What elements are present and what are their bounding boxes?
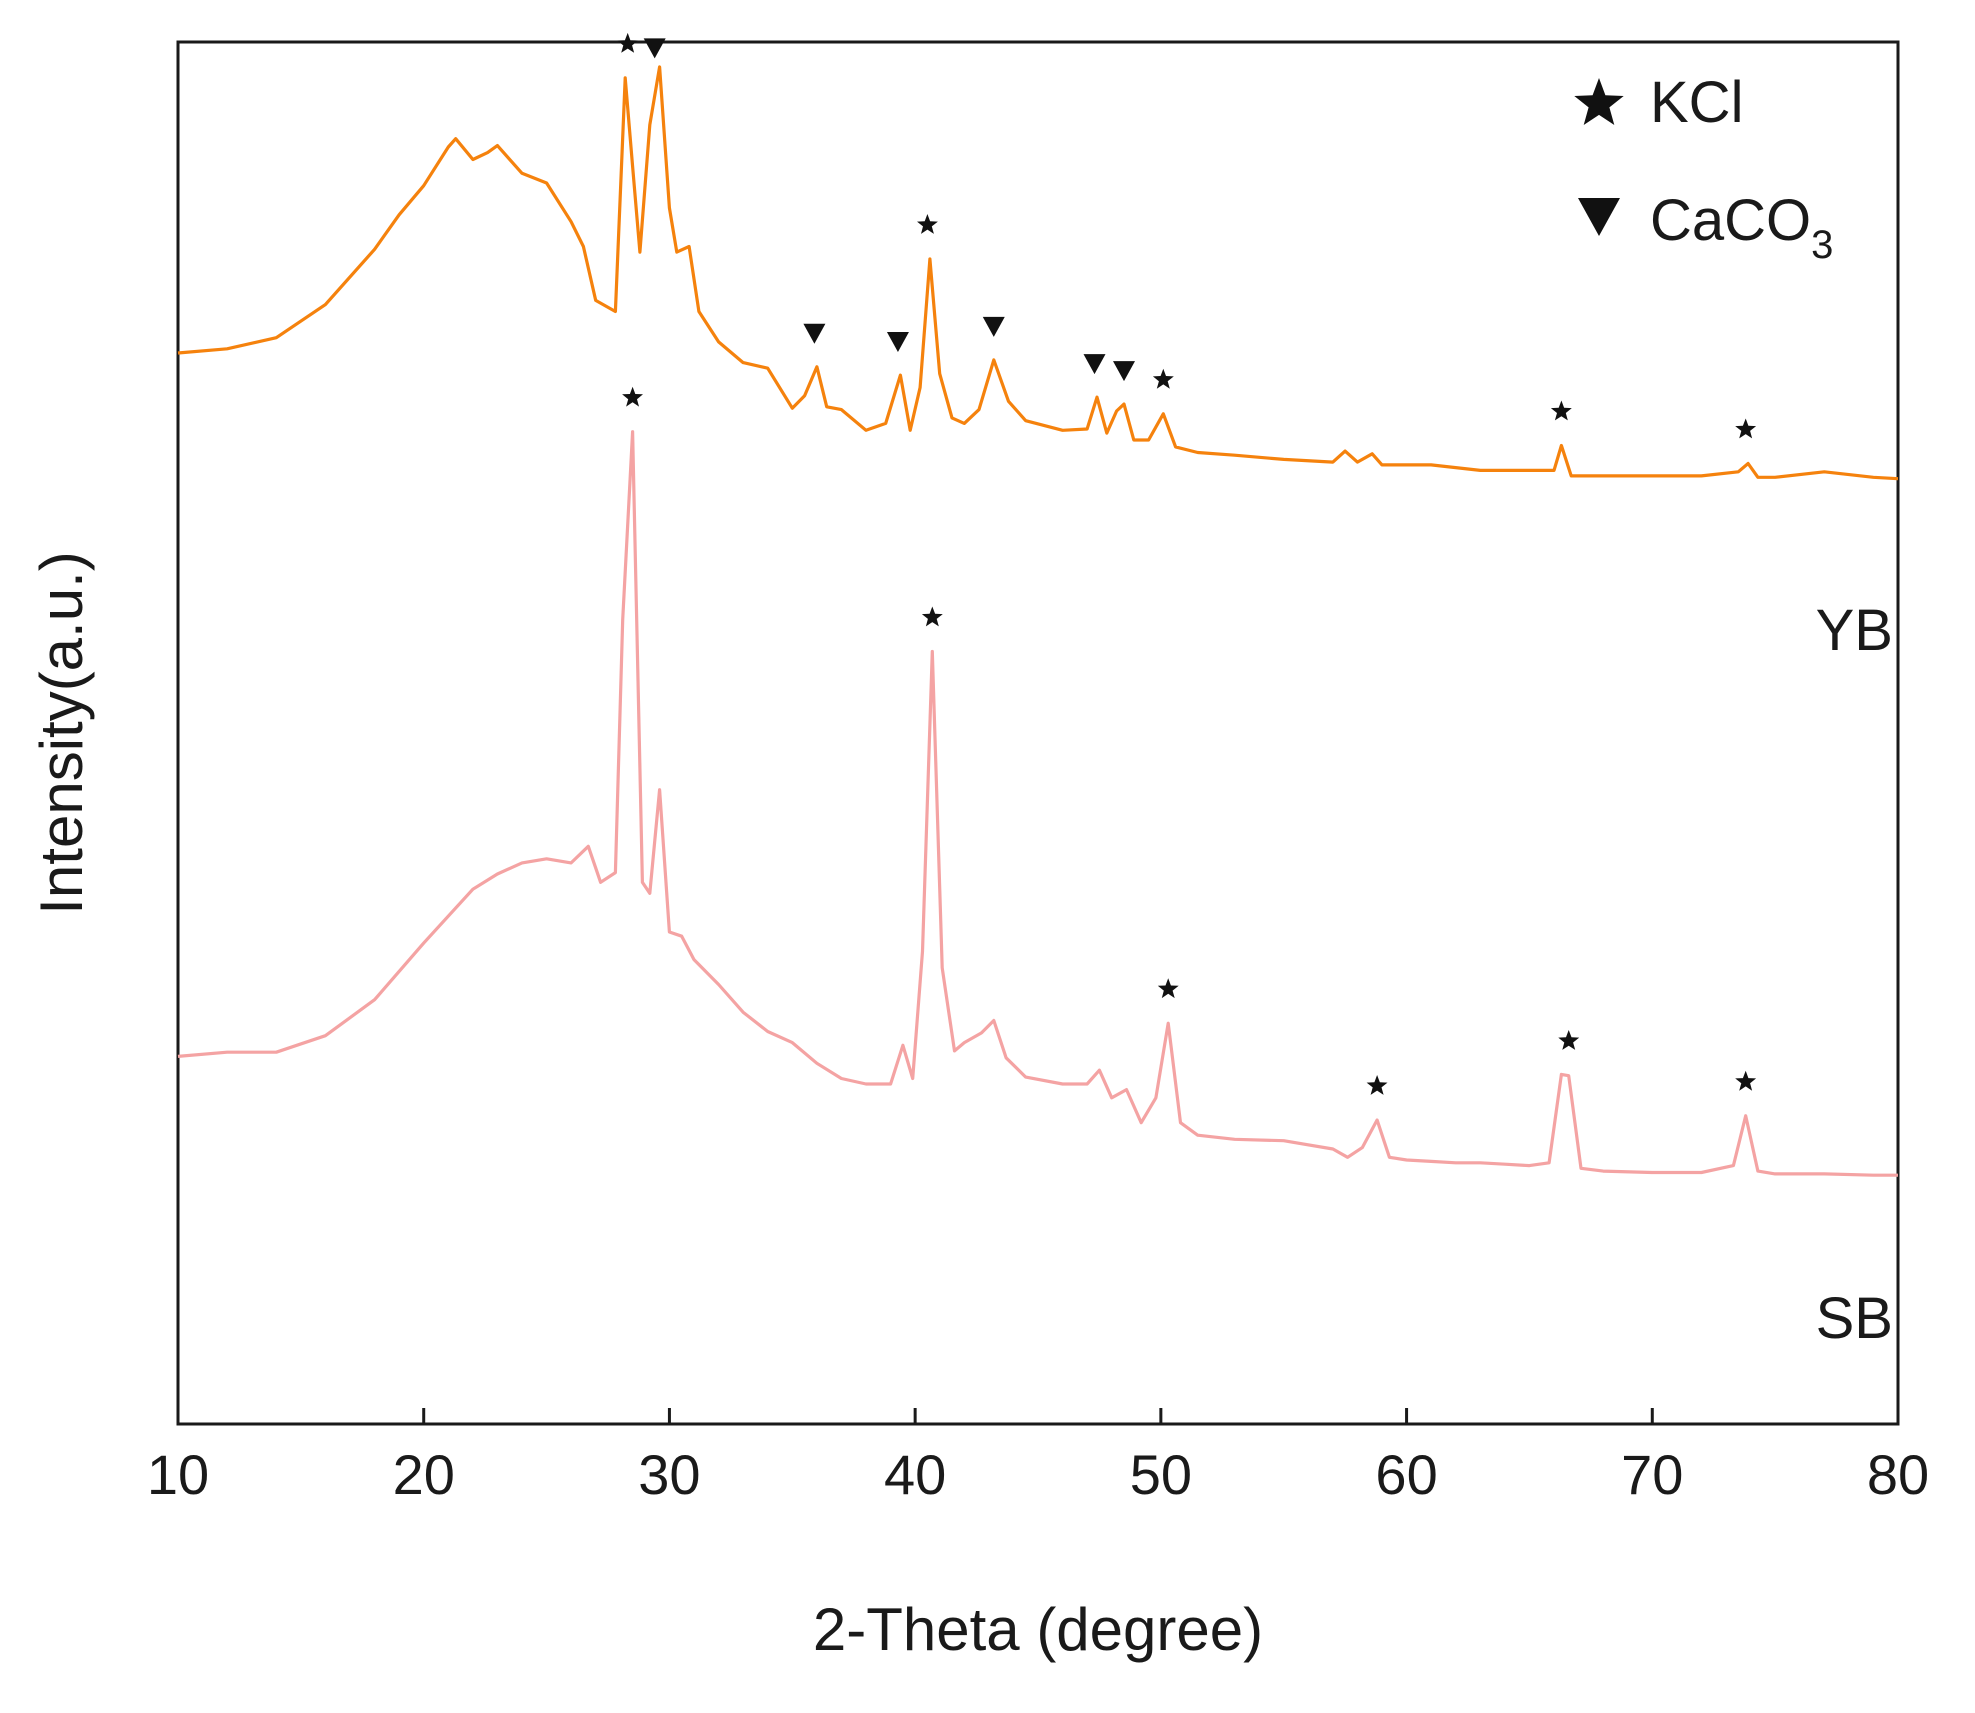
kcl-peak-star-icon xyxy=(1366,1075,1388,1095)
kcl-peak-star-icon xyxy=(1558,1030,1580,1050)
x-tick-label: 20 xyxy=(393,1443,455,1506)
x-axis-ticks: 10 20 30 40 50 60 70 80 xyxy=(147,1408,1929,1506)
caco3-peak-triangle-icon xyxy=(886,332,909,353)
series-line-sb xyxy=(177,430,1898,1177)
kcl-peak-star-icon xyxy=(622,386,643,407)
kcl-peak-star-icon xyxy=(1550,400,1572,421)
y-axis-title: Intensity(a.u.) xyxy=(28,551,95,915)
legend-triangle-down-icon xyxy=(1578,198,1620,236)
caco3-peak-triangle-icon xyxy=(643,38,666,59)
series-label-yb: YB xyxy=(1816,598,1893,663)
series-line-yb xyxy=(177,65,1899,481)
legend: KCl CaCO3 xyxy=(1574,70,1833,267)
kcl-peak-star-icon xyxy=(917,214,938,234)
x-tick-label: 30 xyxy=(638,1443,700,1506)
legend-label-caco3: CaCO3 xyxy=(1650,188,1833,267)
kcl-peak-star-icon xyxy=(617,32,639,53)
x-tick-label: 60 xyxy=(1375,1443,1437,1506)
kcl-peak-star-icon xyxy=(1152,368,1174,389)
x-tick-label: 80 xyxy=(1867,1443,1929,1506)
caco3-peak-triangle-icon xyxy=(982,316,1005,337)
x-tick-label: 10 xyxy=(147,1443,209,1506)
caco3-peak-triangle-icon xyxy=(803,323,826,344)
peak-marker-layer xyxy=(617,32,1757,1095)
kcl-peak-star-icon xyxy=(1157,978,1179,999)
kcl-peak-star-icon xyxy=(921,606,943,627)
x-tick-label: 50 xyxy=(1130,1443,1192,1506)
x-tick-label: 70 xyxy=(1621,1443,1683,1506)
legend-star-icon xyxy=(1574,78,1624,125)
x-tick-label: 40 xyxy=(884,1443,946,1506)
kcl-peak-star-icon xyxy=(1735,418,1757,439)
caco3-peak-triangle-icon xyxy=(1083,354,1106,375)
kcl-peak-star-icon xyxy=(1735,1070,1757,1091)
series-layer xyxy=(177,65,1899,1177)
plot-frame xyxy=(176,40,1900,1426)
x-axis-title: 2-Theta (degree) xyxy=(813,1596,1263,1663)
series-label-sb: SB xyxy=(1816,1286,1893,1351)
legend-label-kcl: KCl xyxy=(1650,70,1743,135)
caco3-peak-triangle-icon xyxy=(1113,361,1135,382)
